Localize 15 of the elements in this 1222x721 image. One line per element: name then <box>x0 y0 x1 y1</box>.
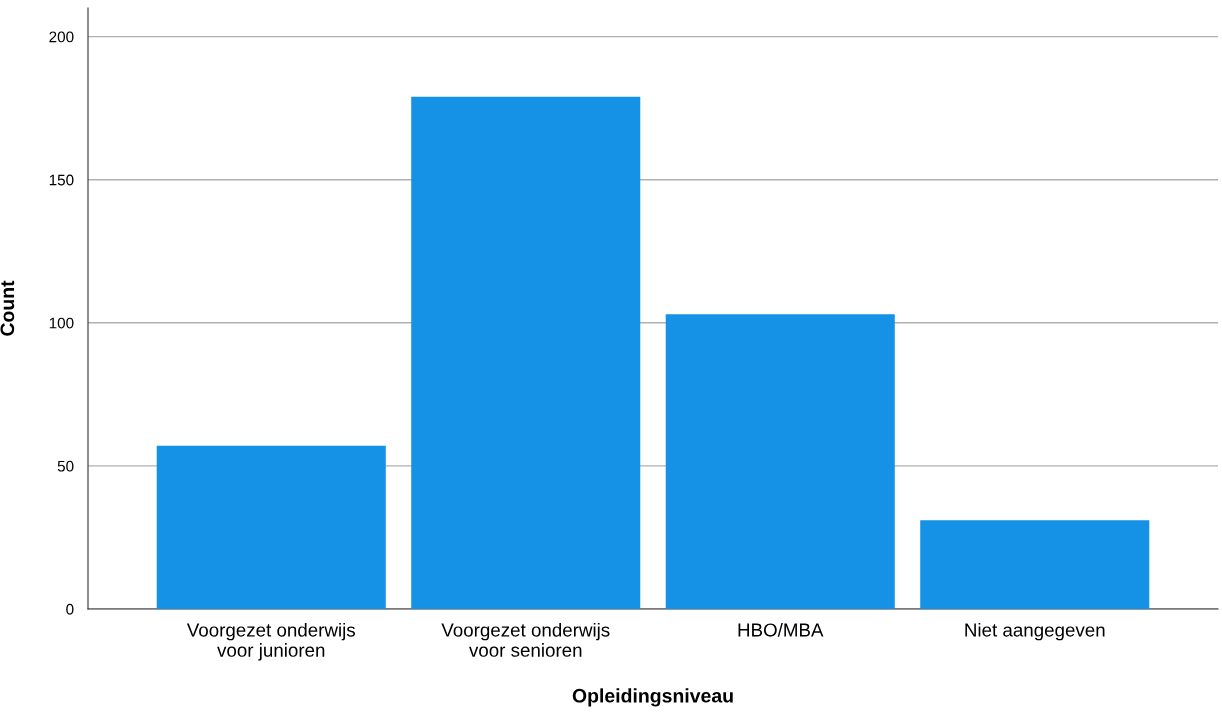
x-axis-title: Opleidingsniveau <box>572 688 733 707</box>
x-tick-label: Niet aangegeven <box>965 622 1105 641</box>
x-tick-label: Voorgezet onderwijs voor junioren <box>186 622 355 661</box>
y-tick-label: 100 <box>49 317 74 329</box>
y-tick-label: 200 <box>49 31 74 43</box>
x-tick-label: HBO/MBA <box>738 622 824 637</box>
bar <box>156 445 386 609</box>
y-tick-label: 0 <box>66 603 74 615</box>
x-tick-label: Voorgezet onderwijs voor senioren <box>441 622 610 657</box>
y-tick-label: 50 <box>57 460 74 472</box>
bar <box>411 96 641 609</box>
bar <box>665 314 895 609</box>
y-axis-title: Count <box>0 280 15 336</box>
y-tick-label: 150 <box>49 174 74 186</box>
bar <box>920 520 1150 609</box>
